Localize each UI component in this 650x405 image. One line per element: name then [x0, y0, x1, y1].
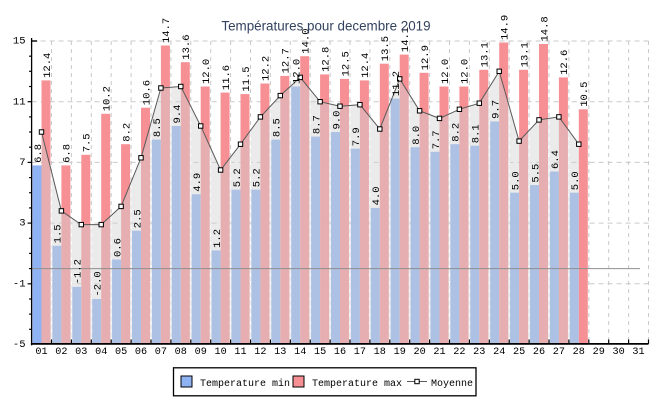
svg-text:-5: -5	[13, 339, 26, 351]
svg-text:0.6: 0.6	[112, 238, 124, 257]
svg-text:05: 05	[115, 347, 127, 358]
svg-text:11.5: 11.5	[241, 66, 253, 91]
svg-text:14: 14	[294, 347, 306, 358]
svg-text:12.7: 12.7	[281, 48, 293, 73]
svg-text:19: 19	[394, 347, 406, 358]
svg-text:9.0: 9.0	[331, 111, 343, 130]
svg-text:8.5: 8.5	[272, 118, 284, 137]
svg-text:11.6: 11.6	[221, 65, 233, 90]
svg-text:10: 10	[214, 347, 226, 358]
svg-text:Temperature max: Temperature max	[312, 379, 402, 390]
svg-text:13.5: 13.5	[380, 36, 392, 61]
svg-text:13: 13	[274, 347, 286, 358]
svg-text:-2.0: -2.0	[93, 271, 105, 296]
svg-text:15: 15	[13, 36, 26, 48]
svg-text:13.1: 13.1	[480, 42, 492, 67]
svg-text:09: 09	[195, 347, 207, 358]
svg-text:7.5: 7.5	[82, 133, 94, 152]
svg-text:2.5: 2.5	[132, 209, 144, 228]
svg-text:9.7: 9.7	[491, 100, 503, 119]
svg-text:8.2: 8.2	[451, 123, 463, 142]
svg-text:9.4: 9.4	[172, 105, 184, 124]
svg-text:14.7: 14.7	[161, 18, 173, 43]
svg-text:5.0: 5.0	[510, 171, 522, 190]
svg-text:12.5: 12.5	[340, 51, 352, 76]
svg-text:14.0: 14.0	[301, 28, 313, 53]
svg-text:4.9: 4.9	[192, 173, 204, 192]
svg-text:12: 12	[254, 347, 266, 358]
svg-text:11: 11	[234, 347, 246, 358]
svg-text:5.2: 5.2	[232, 168, 244, 187]
svg-text:07: 07	[155, 347, 167, 358]
svg-text:13.1: 13.1	[519, 42, 531, 67]
svg-text:03: 03	[75, 347, 87, 358]
svg-text:17: 17	[354, 347, 366, 358]
svg-text:8.0: 8.0	[411, 126, 423, 145]
svg-text:7: 7	[19, 157, 25, 169]
svg-text:04: 04	[95, 347, 107, 358]
svg-text:12.8: 12.8	[320, 47, 332, 72]
svg-text:11: 11	[13, 96, 26, 108]
svg-text:11.2: 11.2	[391, 71, 403, 96]
svg-text:14.9: 14.9	[500, 15, 512, 40]
svg-text:7.9: 7.9	[351, 127, 363, 146]
svg-text:7.7: 7.7	[431, 130, 443, 149]
svg-text:16: 16	[334, 347, 346, 358]
svg-text:30: 30	[612, 347, 624, 358]
svg-text:12.0: 12.0	[440, 59, 452, 84]
svg-text:5.5: 5.5	[530, 164, 542, 183]
svg-text:13.6: 13.6	[181, 34, 193, 59]
svg-text:08: 08	[175, 347, 187, 358]
svg-text:8.1: 8.1	[471, 124, 483, 143]
svg-text:23: 23	[473, 347, 485, 358]
svg-text:15: 15	[314, 347, 326, 358]
svg-text:10.5: 10.5	[579, 82, 591, 107]
svg-text:1.2: 1.2	[212, 229, 224, 248]
svg-text:21: 21	[433, 347, 445, 358]
svg-text:4.0: 4.0	[371, 186, 383, 205]
svg-text:5.2: 5.2	[252, 168, 264, 187]
svg-text:6.8: 6.8	[33, 144, 45, 163]
svg-text:27: 27	[553, 347, 565, 358]
svg-text:Moyenne: Moyenne	[431, 379, 473, 390]
svg-text:02: 02	[55, 347, 67, 358]
svg-text:10.2: 10.2	[102, 86, 114, 111]
svg-text:6.8: 6.8	[62, 144, 74, 163]
svg-text:Températures pour decembre 201: Températures pour decembre 2019	[221, 19, 430, 34]
svg-text:1.5: 1.5	[53, 224, 65, 243]
svg-text:12.2: 12.2	[261, 56, 273, 81]
svg-text:25: 25	[513, 347, 525, 358]
svg-text:31: 31	[632, 347, 644, 358]
svg-text:12.0: 12.0	[460, 59, 472, 84]
svg-text:06: 06	[135, 347, 147, 358]
svg-text:12.0: 12.0	[201, 59, 213, 84]
svg-text:12.4: 12.4	[360, 53, 372, 78]
svg-text:8.5: 8.5	[152, 118, 164, 137]
svg-text:14.8: 14.8	[539, 16, 551, 41]
svg-text:Temperature min: Temperature min	[200, 378, 290, 390]
svg-text:5.0: 5.0	[570, 171, 582, 190]
svg-text:20: 20	[413, 347, 425, 358]
svg-text:12.9: 12.9	[420, 45, 432, 70]
svg-text:22: 22	[453, 347, 465, 358]
svg-text:3: 3	[19, 218, 25, 230]
svg-text:8.2: 8.2	[121, 123, 133, 142]
svg-text:01: 01	[35, 347, 47, 358]
svg-text:8.7: 8.7	[311, 115, 323, 134]
svg-text:14.1: 14.1	[400, 27, 412, 52]
svg-text:10.6: 10.6	[141, 80, 153, 105]
svg-text:12.4: 12.4	[42, 53, 54, 78]
svg-text:-1.2: -1.2	[73, 259, 85, 284]
svg-text:29: 29	[593, 347, 605, 358]
svg-text:12.0: 12.0	[292, 59, 304, 84]
svg-text:6.4: 6.4	[550, 150, 562, 169]
svg-text:18: 18	[374, 347, 386, 358]
svg-text:-1: -1	[13, 278, 26, 290]
svg-text:26: 26	[533, 347, 545, 358]
svg-text:12.6: 12.6	[559, 50, 571, 75]
svg-text:28: 28	[573, 347, 585, 358]
svg-text:24: 24	[493, 347, 505, 358]
